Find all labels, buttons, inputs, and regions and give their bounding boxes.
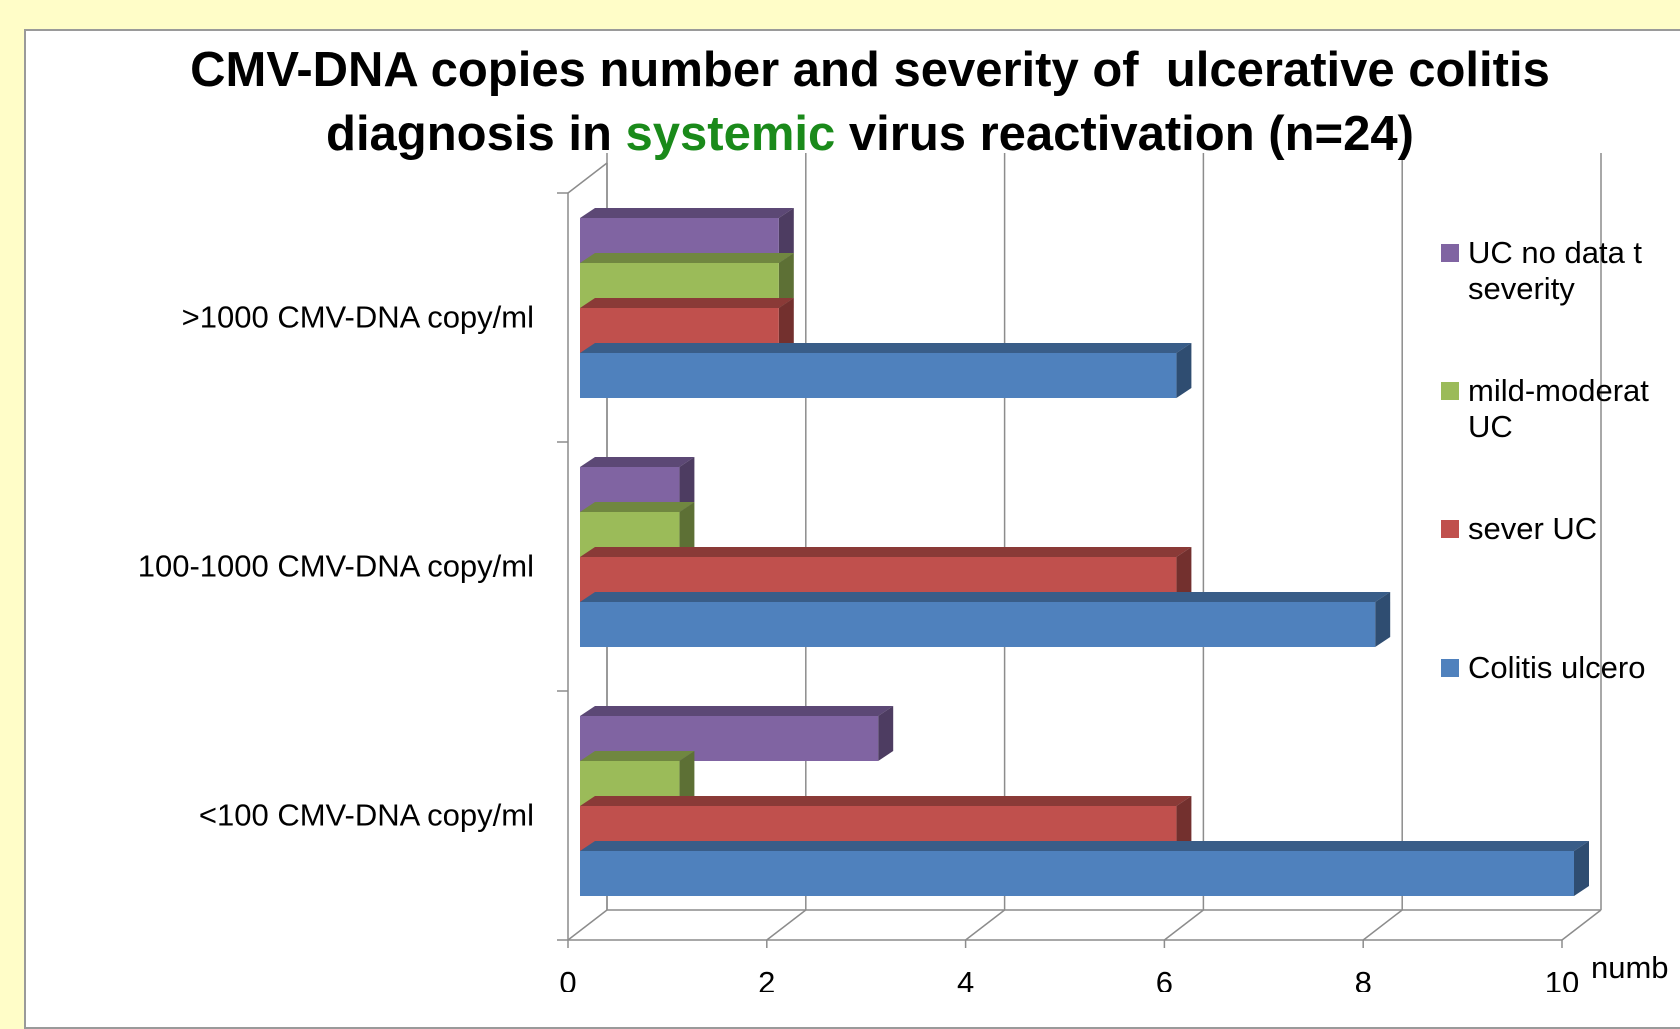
bar-side: [778, 298, 794, 353]
bar-top: [580, 343, 1192, 353]
grid-line: [766, 909, 807, 941]
grid-line: [1561, 909, 1602, 941]
legend-label: Colitis ulcero: [1468, 650, 1646, 685]
title-part: diagnosis in: [326, 107, 626, 161]
y-tick-label: >1000 CMV-DNA copy/ml: [182, 300, 534, 335]
bar: [580, 841, 1589, 896]
x-tick-label: 10: [1545, 965, 1579, 992]
bar-side: [679, 502, 695, 557]
bar-top: [580, 298, 794, 308]
bar-top: [580, 592, 1391, 602]
x-tick-label: 8: [1355, 965, 1372, 992]
bar-side: [679, 457, 695, 512]
bar-side: [1375, 592, 1391, 647]
bar-top: [580, 547, 1192, 557]
bar-top: [580, 706, 894, 716]
grid-line: [1163, 909, 1204, 941]
title-highlight: systemic: [625, 107, 836, 161]
chart: 0 2 4 6 8 10 numb >1000 CMV-DNA copy/ml 100-1000…: [138, 153, 1669, 992]
y-tick-label: <100 CMV-DNA copy/ml: [199, 798, 534, 833]
grid-line: [965, 909, 1006, 941]
bar-side: [878, 706, 894, 761]
bar-front: [580, 851, 1574, 896]
legend-label: sever UC: [1468, 511, 1598, 546]
legend-swatch: [1441, 382, 1459, 400]
bar-top: [580, 502, 695, 512]
bar-side: [1176, 343, 1192, 398]
chart-title: CMV-DNA copies number and severity of ul…: [60, 38, 1680, 166]
bar-front: [580, 353, 1177, 398]
grid-line: [567, 909, 608, 941]
bar-top: [580, 796, 1192, 806]
grid-line: [1362, 909, 1403, 941]
bar-top: [580, 751, 695, 761]
y-tick-label: 100-1000 CMV-DNA copy/ml: [138, 549, 534, 584]
bar-top: [580, 253, 794, 263]
x-axis-label: numb: [1591, 950, 1669, 985]
legend-swatch: [1441, 659, 1459, 677]
x-tick-label: 0: [559, 965, 576, 992]
bar-top: [580, 841, 1589, 851]
legend-swatch: [1441, 520, 1459, 538]
x-tick-label: 2: [758, 965, 775, 992]
bar-side: [1574, 841, 1589, 896]
bar-side: [778, 208, 794, 263]
x-tick-label: 6: [1156, 965, 1173, 992]
bar-side: [778, 253, 794, 308]
bar-top: [580, 208, 794, 218]
bar: [580, 592, 1391, 647]
bar-side: [1176, 796, 1192, 851]
page: 0 2 4 6 8 10 numb >1000 CMV-DNA copy/ml 100-1000…: [24, 29, 1680, 1029]
title-part: virus reactivation (n=24): [835, 107, 1414, 161]
legend-label: UC no data t severity: [1468, 235, 1643, 306]
bar-front: [580, 602, 1376, 647]
bar: [580, 343, 1192, 398]
bar-side: [1176, 547, 1192, 602]
bar-top: [580, 457, 695, 467]
legend-swatch: [1441, 244, 1459, 262]
axis-line: [567, 162, 608, 194]
bar-side: [679, 751, 695, 806]
title-part: CMV-DNA copies number and severity of ul…: [190, 43, 1550, 97]
x-tick-label: 4: [957, 965, 974, 992]
legend-label: mild-moderat UC: [1468, 373, 1649, 444]
